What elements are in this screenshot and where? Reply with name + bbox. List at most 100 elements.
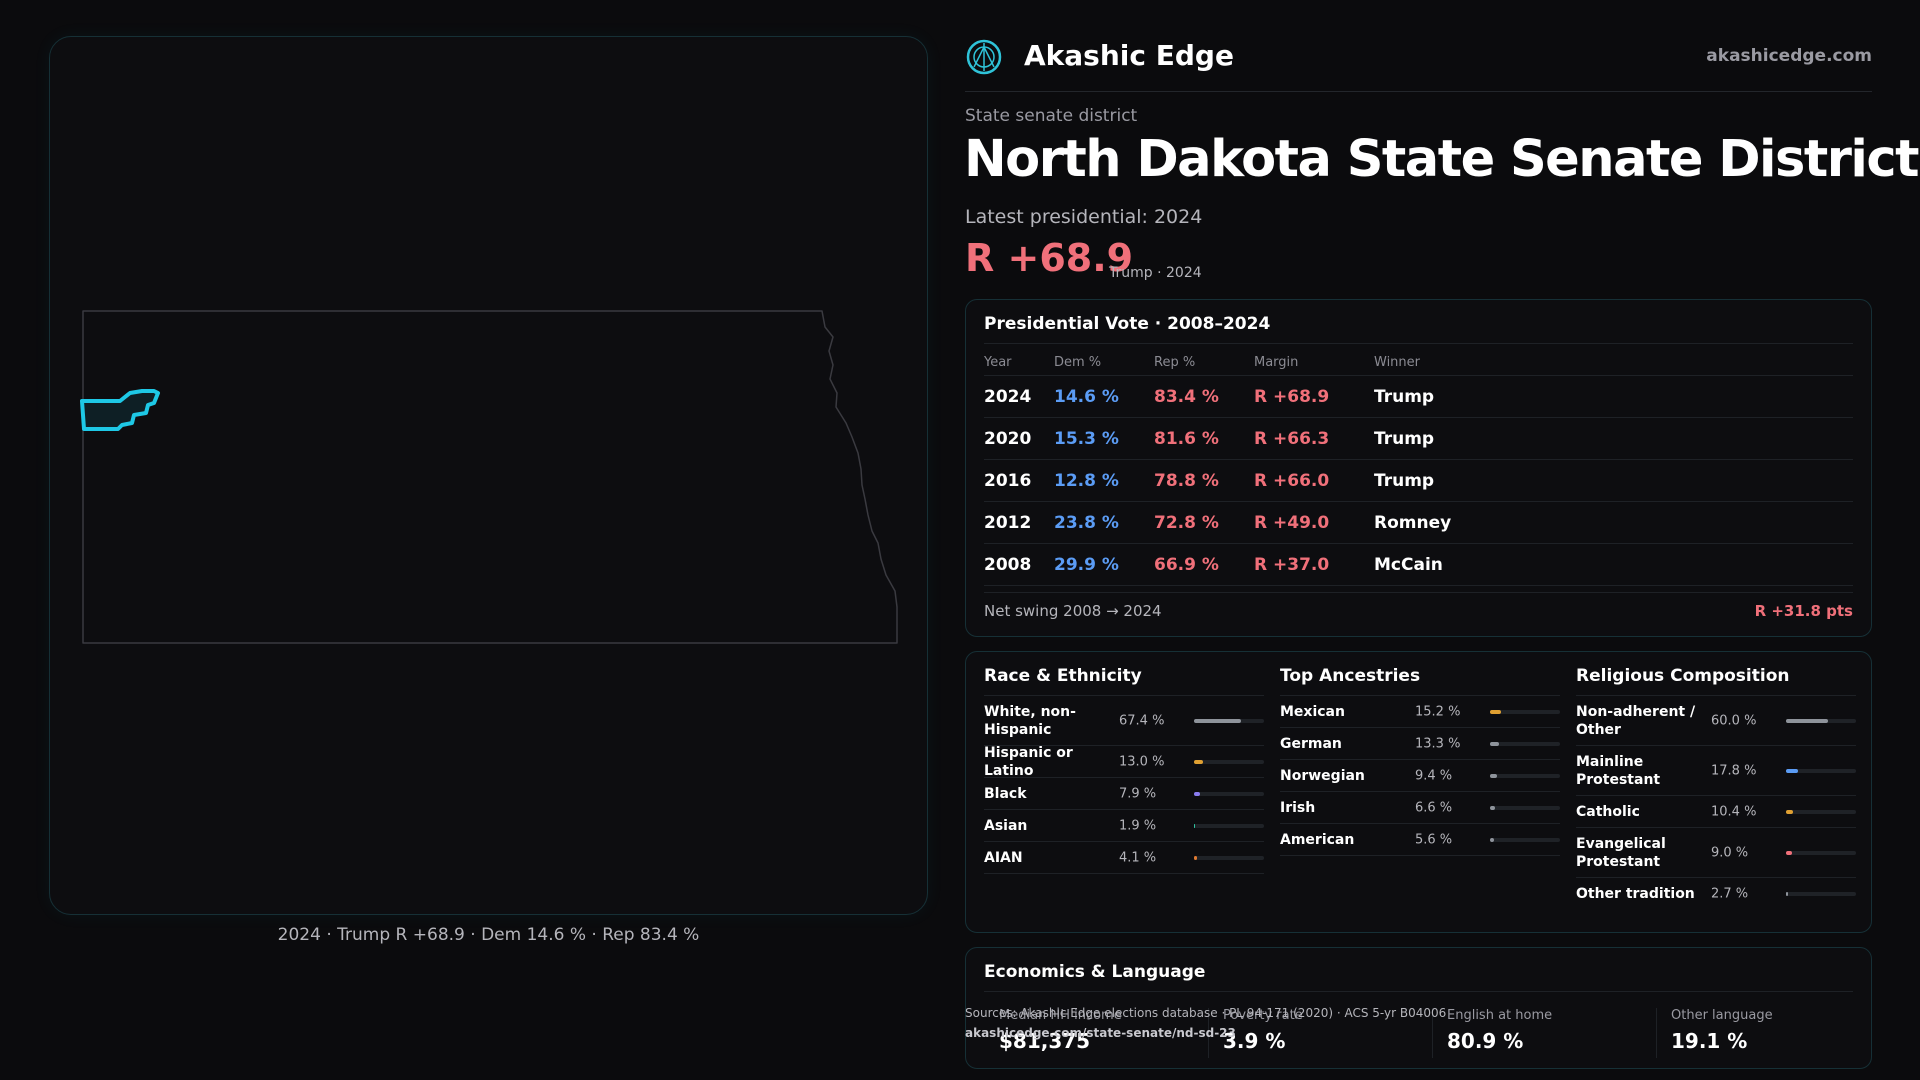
dem-cell: 14.6 % (1054, 387, 1119, 407)
list-item: AIAN 4.1 % (984, 842, 1264, 874)
list-item: Non-adherent / Other 60.0 % (1576, 696, 1856, 746)
list-item: German 13.3 % (1280, 728, 1560, 760)
item-label: Norwegian (1280, 767, 1365, 784)
page-url-link[interactable]: akashicedge.com/state-senate/nd-sd-23 (965, 1026, 1236, 1040)
dem-cell: 15.3 % (1054, 429, 1119, 449)
bar-fill (1194, 718, 1242, 723)
item-percent: 6.6 % (1415, 800, 1453, 815)
list-item: Black 7.9 % (984, 778, 1264, 810)
bar-track (1194, 791, 1264, 796)
net-swing-value: R +31.8 pts (1754, 602, 1853, 620)
bar-fill (1490, 741, 1500, 746)
stat-label: Poverty rate (1223, 1008, 1303, 1023)
margin-cell: R +49.0 (1254, 513, 1330, 533)
item-label: Non-adherent / Other (1576, 703, 1696, 738)
stat-median-income: Median HH income $81,375 (999, 1008, 1219, 1053)
item-label: Catholic (1576, 803, 1640, 820)
map-caption: 2024 · Trump R +68.9 · Dem 14.6 % · Rep … (277, 925, 700, 945)
item-label: White, non-Hispanic (984, 703, 1076, 738)
race-ethnicity-section: Race & Ethnicity White, non-Hispanic 67.… (984, 652, 1264, 932)
bar-track (1490, 709, 1560, 714)
table-row: 2024 14.6 % 83.4 % R +68.9 Trump (984, 376, 1853, 418)
stat-value: 80.9 % (1447, 1029, 1524, 1053)
item-percent: 5.6 % (1415, 832, 1453, 847)
divider (984, 991, 1853, 992)
item-label: Black (984, 785, 1027, 802)
divider (1280, 695, 1560, 696)
ancestry-title: Top Ancestries (1280, 666, 1421, 686)
item-label: Hispanic or Latino (984, 744, 1073, 779)
bar-track (1490, 741, 1560, 746)
item-percent: 9.4 % (1415, 768, 1453, 783)
year-cell: 2016 (984, 471, 1032, 491)
list-item: Evangelical Protestant 9.0 % (1576, 828, 1856, 878)
item-percent: 10.4 % (1711, 804, 1757, 819)
winner-cell: Romney (1374, 513, 1452, 533)
item-label: Evangelical Protestant (1576, 835, 1666, 870)
table-row: 2012 23.8 % 72.8 % R +49.0 Romney (984, 502, 1853, 544)
state-outline (82, 310, 898, 644)
list-item: White, non-Hispanic 67.4 % (984, 696, 1264, 746)
bar-track (1490, 837, 1560, 842)
bar-track (1194, 823, 1264, 828)
winner-cell: Trump (1374, 429, 1435, 449)
stat-other-language: Other language 19.1 % (1656, 1008, 1891, 1058)
list-item: Irish 6.6 % (1280, 792, 1560, 824)
item-label: German (1280, 735, 1342, 752)
district-map[interactable] (50, 37, 929, 916)
item-label: Asian (984, 817, 1028, 834)
item-label: Mexican (1280, 703, 1345, 720)
bar-track (1786, 850, 1856, 855)
stat-english-at-home: English at home 80.9 % (1432, 1008, 1667, 1058)
bar-fill (1490, 805, 1495, 810)
demographics-card: Race & Ethnicity White, non-Hispanic 67.… (965, 651, 1872, 933)
divider (984, 592, 1853, 593)
district-highlight[interactable] (80, 389, 160, 431)
margin-cell: R +66.0 (1254, 471, 1330, 491)
table-header: Year Dem % Rep % Margin Winner (984, 350, 1853, 376)
list-item: Norwegian 9.4 % (1280, 760, 1560, 792)
divider (984, 695, 1264, 696)
item-percent: 13.0 % (1119, 754, 1165, 769)
brand-url[interactable]: akashicedge.com (1706, 46, 1872, 66)
district-map-panel[interactable] (49, 36, 928, 915)
ancestry-section: Top Ancestries Mexican 15.2 % German 13.… (1280, 652, 1560, 932)
stat-label: Median HH income (999, 1008, 1122, 1023)
item-percent: 4.1 % (1119, 850, 1157, 865)
list-item: Catholic 10.4 % (1576, 796, 1856, 828)
bar-track (1490, 805, 1560, 810)
bar-track (1194, 718, 1264, 723)
bar-fill (1786, 718, 1828, 723)
item-percent: 7.9 % (1119, 786, 1157, 801)
item-percent: 2.7 % (1711, 886, 1749, 902)
religion-title: Religious Composition (1576, 666, 1790, 686)
list-item: Other tradition 2.7 % (1576, 878, 1856, 910)
item-label: Mainline Protestant (1576, 753, 1661, 788)
bar-fill (1194, 791, 1200, 796)
bar-fill (1194, 823, 1196, 828)
bar-fill (1786, 850, 1793, 855)
compass-emblem-icon[interactable] (965, 38, 1003, 76)
economics-title: Economics & Language (984, 962, 1206, 982)
stat-poverty-rate: Poverty rate 3.9 % (1208, 1008, 1443, 1058)
item-percent: 17.8 % (1711, 763, 1757, 778)
column-header-year: Year (984, 355, 1012, 370)
stat-label: Other language (1671, 1008, 1773, 1023)
bar-track (1786, 809, 1856, 814)
margin-cell: R +37.0 (1254, 555, 1330, 575)
dem-cell: 29.9 % (1054, 555, 1119, 575)
year-cell: 2012 (984, 513, 1032, 533)
bar-track (1786, 892, 1856, 896)
bar-track (1786, 718, 1856, 723)
item-label: AIAN (984, 849, 1023, 866)
item-percent: 15.2 % (1415, 704, 1461, 719)
page-title: North Dakota State Senate District 23 (964, 130, 1920, 189)
bar-fill (1490, 709, 1501, 714)
stat-value: 3.9 % (1223, 1029, 1286, 1053)
brand-name[interactable]: Akashic Edge (1024, 39, 1234, 72)
table-row: 2020 15.3 % 81.6 % R +66.3 Trump (984, 418, 1853, 460)
latest-margin: R +68.9 (965, 236, 1134, 280)
rep-cell: 78.8 % (1154, 471, 1219, 491)
table-row: 2016 12.8 % 78.8 % R +66.0 Trump (984, 460, 1853, 502)
column-header-dem: Dem % (1054, 355, 1102, 370)
